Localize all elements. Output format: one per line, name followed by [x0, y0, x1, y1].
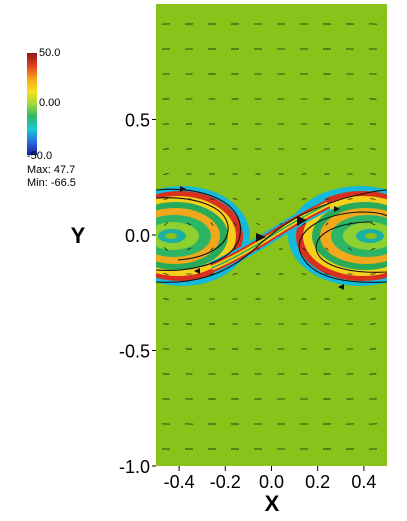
colorbar-max-label: 50.0	[39, 47, 61, 59]
velocity-glyph	[186, 222, 192, 226]
velocity-glyph	[163, 323, 169, 325]
x-tick-label: 0.4	[351, 472, 376, 492]
axis-ticks	[152, 119, 365, 471]
velocity-glyph	[347, 247, 353, 251]
velocity-glyph	[209, 198, 215, 200]
velocity-glyph	[370, 298, 376, 300]
y-tick-label: 0.5	[125, 111, 150, 131]
colorbar	[27, 53, 37, 155]
velocity-glyph	[232, 198, 238, 200]
velocity-glyph	[279, 223, 283, 225]
velocity-glyph	[302, 247, 306, 251]
velocity-glyph	[163, 148, 169, 150]
stats-min: Min: -66.5	[27, 177, 76, 189]
streamline-arrows	[180, 186, 344, 290]
velocity-glyph	[163, 272, 169, 276]
velocity-glyph	[370, 273, 376, 275]
velocity-glyph	[163, 197, 169, 201]
velocity-glyph	[370, 173, 376, 175]
velocity-glyph	[163, 173, 169, 175]
velocity-glyph	[164, 221, 168, 227]
velocity-glyph	[209, 273, 215, 275]
velocity-glyph	[256, 222, 260, 226]
velocity-glyph	[324, 273, 330, 275]
velocity-glyph	[210, 247, 214, 251]
x-axis-label: X	[265, 491, 280, 516]
velocity-glyph	[301, 273, 307, 275]
velocity-glyph	[324, 198, 330, 200]
velocity-glyph	[370, 247, 376, 251]
velocity-glyph	[210, 222, 214, 226]
velocity-glyph	[370, 222, 376, 226]
velocity-glyph	[347, 198, 353, 200]
y-tick-label: -1.0	[119, 457, 150, 477]
velocity-glyph	[348, 222, 352, 226]
x-tick-labels: -0.4 -0.2 0.0 0.2 0.4	[164, 472, 377, 492]
streamlines	[156, 188, 387, 283]
x-tick-label: -0.4	[164, 472, 195, 492]
velocity-glyph	[370, 148, 376, 150]
velocity-glyph	[256, 248, 260, 250]
velocity-glyph	[302, 222, 306, 226]
velocity-glyph	[370, 198, 376, 200]
velocity-glyph	[163, 298, 169, 300]
velocity-glyph	[325, 247, 329, 251]
velocity-glyph	[233, 247, 237, 251]
colorbar-mid-label: 0.00	[39, 97, 61, 109]
velocity-glyph	[325, 222, 329, 226]
y-tick-labels: -1.0 -0.5 0.0 0.5	[119, 111, 150, 478]
x-tick-label: -0.2	[210, 472, 241, 492]
y-axis-label: Y	[71, 223, 86, 248]
plot-area	[156, 4, 387, 466]
stats-max: Max: 47.7	[27, 164, 76, 176]
velocity-glyphs	[161, 23, 378, 450]
x-tick-label: 0.0	[259, 472, 284, 492]
velocity-glyph	[186, 247, 192, 251]
y-tick-label: 0.0	[125, 226, 150, 246]
velocity-glyph	[232, 273, 238, 275]
x-tick-label: 0.2	[305, 472, 330, 492]
velocity-glyph	[163, 247, 169, 251]
colorbar-min-label: -50.0	[27, 150, 53, 162]
shear-braid	[209, 198, 331, 274]
velocity-glyph	[301, 198, 307, 200]
y-tick-label: -0.5	[119, 342, 150, 362]
velocity-glyph	[233, 222, 237, 226]
